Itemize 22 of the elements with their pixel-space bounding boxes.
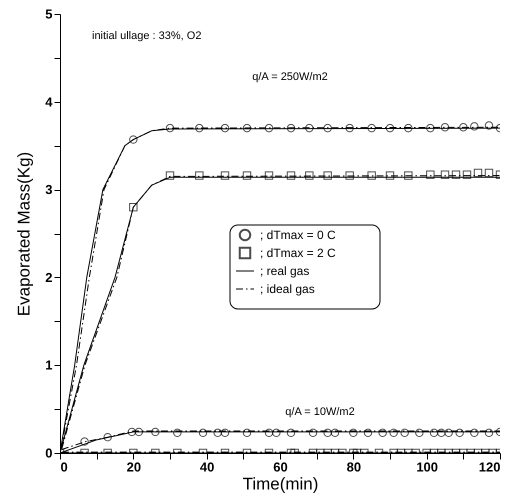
x-axis-title: Time(min)	[242, 474, 318, 494]
y-tick-label: 1	[45, 358, 52, 373]
annotation: q/A = 250W/m2	[252, 71, 328, 83]
y-axis-title: Evaporated Mass(Kg)	[14, 152, 34, 316]
y-tick-label: 0	[45, 446, 52, 460]
x-tick-label: 100	[416, 460, 438, 474]
annotation: q/A = 10W/m2	[285, 406, 355, 418]
legend-label: ; dTmax = 2 C	[260, 246, 336, 260]
x-tick-label: 80	[346, 460, 362, 474]
annotation: initial ullage : 33%, O2	[92, 30, 202, 42]
legend-label: ; ideal gas	[260, 282, 315, 296]
y-tick-label: 3	[45, 182, 52, 198]
legend-label: ; dTmax = 0 C	[260, 228, 336, 242]
y-tick-label: 4	[45, 94, 54, 110]
x-tick-label: 60	[273, 460, 288, 474]
legend-label: ; real gas	[260, 264, 310, 278]
x-tick-label: 120	[478, 460, 500, 474]
y-tick-label: 2	[45, 270, 52, 285]
y-tick-label: 5	[45, 6, 52, 22]
x-tick-label: 0	[60, 460, 68, 474]
x-tick-label: 20	[126, 460, 142, 474]
x-tick-label: 40	[200, 460, 214, 474]
